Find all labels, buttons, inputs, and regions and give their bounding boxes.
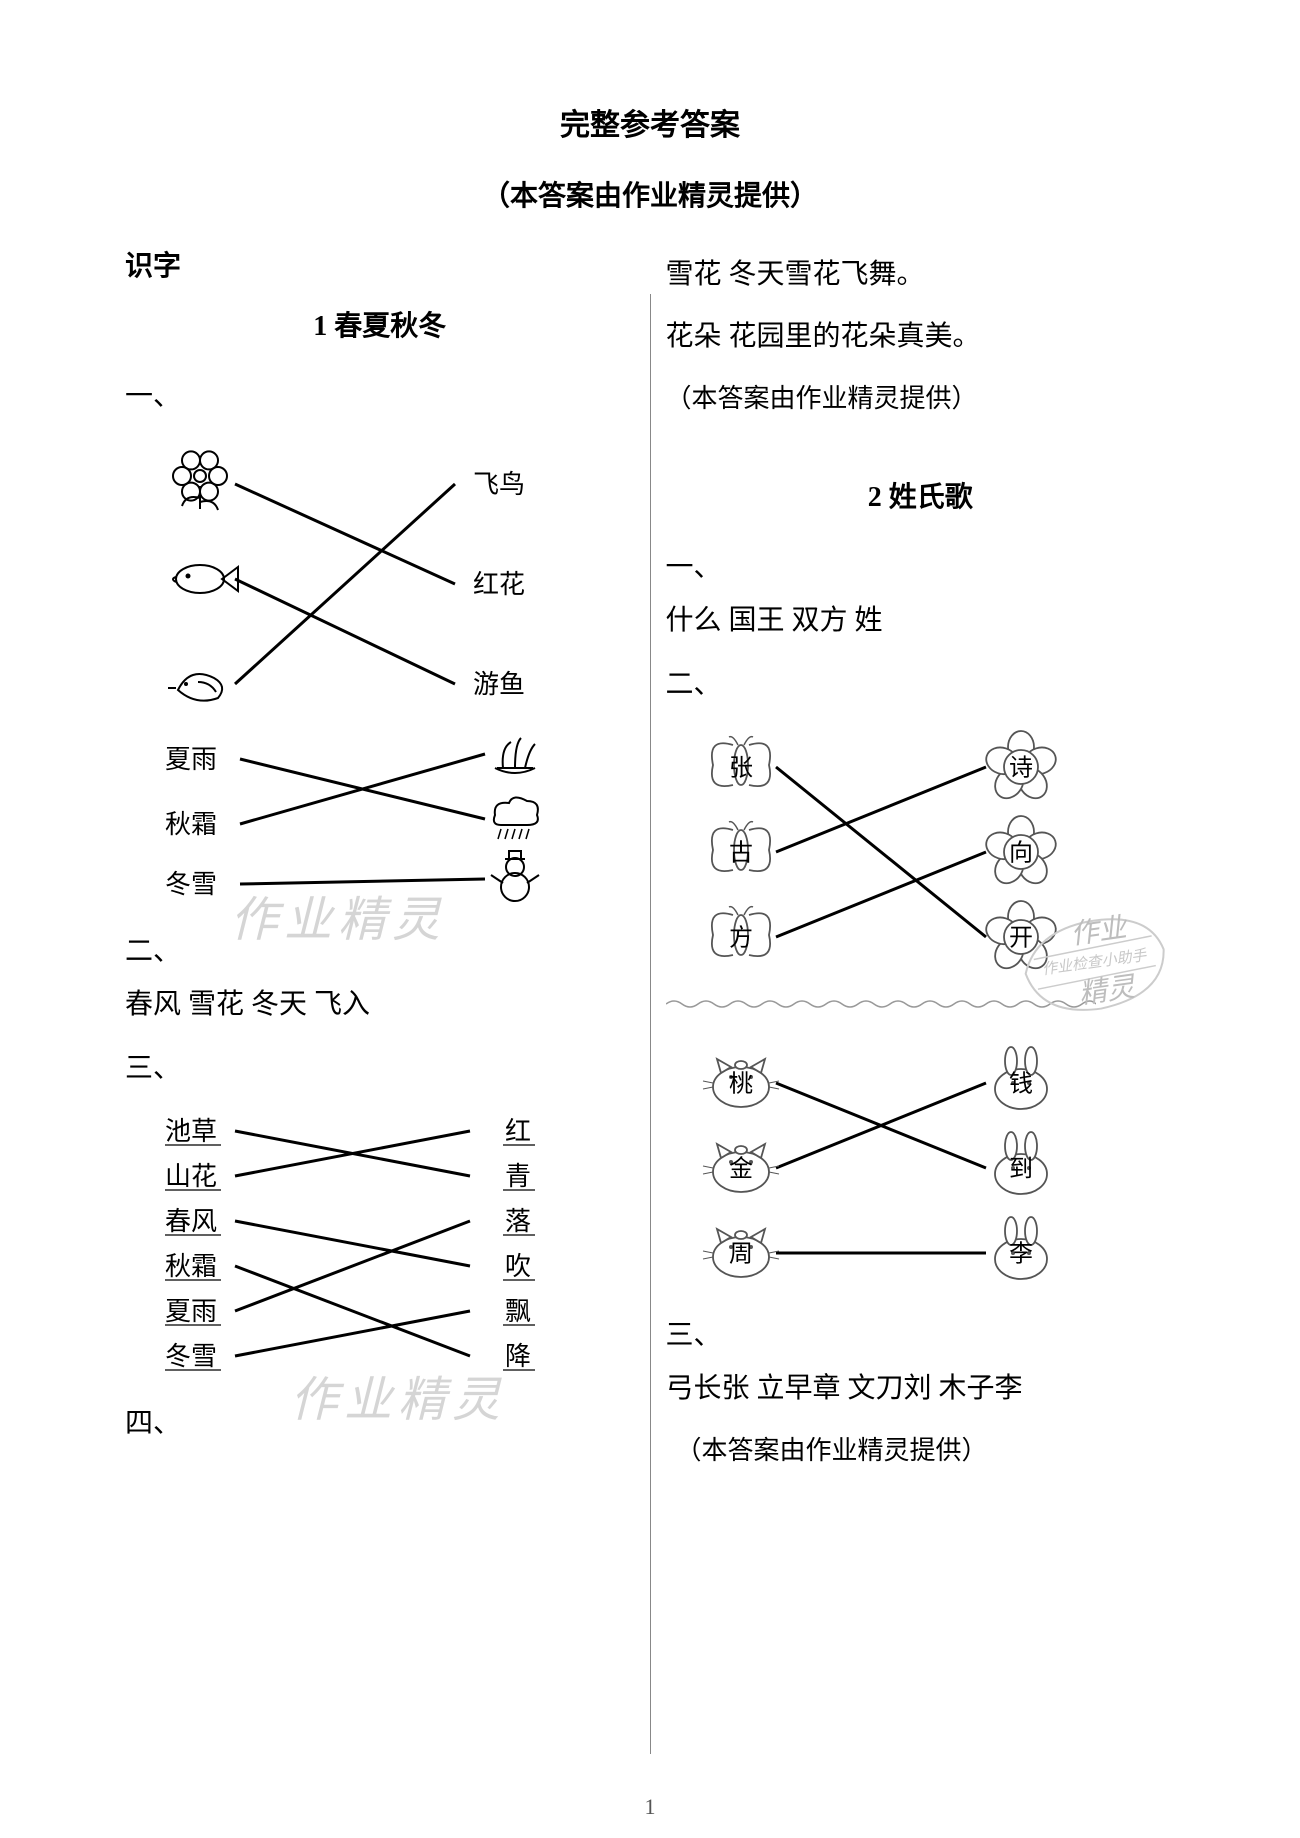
- svg-text:古: 古: [729, 839, 753, 866]
- subtitle: （本答案由作业精灵提供）: [110, 174, 1190, 214]
- svg-text:到: 到: [1009, 1156, 1033, 1182]
- svg-text:诗: 诗: [1009, 754, 1033, 781]
- r-question-3-answer: 弓长张 立早章 文刀刘 木子李: [666, 1368, 1176, 1410]
- left-column: 识字 1 春夏秋冬 一、 飞鸟红花游鱼夏雨秋霜冬雪 二、 春风 雪花 冬天 飞入…: [110, 244, 650, 1754]
- svg-text:李: 李: [1009, 1240, 1033, 1267]
- r-question-1-answer: 什么 国王 双方 姓: [666, 600, 1176, 642]
- matching-diagram-2a: 张古方 诗向开: [666, 717, 1176, 977]
- svg-text:桃: 桃: [729, 1070, 753, 1097]
- main-title: 完整参考答案: [110, 100, 1190, 144]
- answer-line-2: 花朵 花园里的花朵真美。: [666, 316, 1176, 358]
- r-question-3-label: 三、: [666, 1313, 1176, 1353]
- wavy-separator-icon: [666, 998, 1096, 1010]
- svg-text:向: 向: [1009, 839, 1033, 866]
- page-header: 完整参考答案 （本答案由作业精灵提供）: [110, 100, 1190, 214]
- svg-text:飘: 飘: [505, 1297, 531, 1326]
- right-column: 雪花 冬天雪花飞舞。 花朵 花园里的花朵真美。 （本答案由作业精灵提供） 2 姓…: [651, 244, 1191, 1754]
- svg-text:青: 青: [505, 1162, 531, 1191]
- svg-text:秋霜: 秋霜: [165, 810, 217, 839]
- svg-text:金: 金: [729, 1155, 753, 1182]
- two-column-layout: 识字 1 春夏秋冬 一、 飞鸟红花游鱼夏雨秋霜冬雪 二、 春风 雪花 冬天 飞入…: [110, 244, 1190, 1754]
- credit-note-1: （本答案由作业精灵提供）: [666, 378, 1176, 415]
- matching-diagram-1: 飞鸟红花游鱼夏雨秋霜冬雪: [125, 429, 635, 909]
- section-label: 识字: [125, 244, 635, 284]
- svg-text:飞鸟: 飞鸟: [473, 470, 525, 499]
- svg-text:夏雨: 夏雨: [165, 1297, 217, 1326]
- svg-text:山花: 山花: [165, 1162, 217, 1191]
- svg-text:开: 开: [1009, 925, 1033, 951]
- lesson-2-title: 2 姓氏歌: [666, 475, 1176, 515]
- svg-text:池草: 池草: [165, 1117, 217, 1146]
- matching-diagram-2b: 桃金周 钱到李: [666, 1033, 1176, 1293]
- matching-diagram-3: 池草山花春风秋霜夏雨冬雪 红青落吹飘降: [125, 1101, 635, 1381]
- question-3-label: 三、: [125, 1046, 635, 1086]
- question-2-answer: 春风 雪花 冬天 飞入: [125, 984, 635, 1026]
- r-question-1-label: 一、: [666, 545, 1176, 585]
- svg-text:落: 落: [505, 1207, 531, 1236]
- svg-text:周: 周: [729, 1241, 753, 1267]
- question-4-label: 四、: [125, 1401, 635, 1441]
- svg-text:吹: 吹: [505, 1252, 531, 1281]
- svg-text:冬雪: 冬雪: [165, 870, 217, 899]
- question-2-label: 二、: [125, 929, 635, 969]
- svg-text:冬雪: 冬雪: [165, 1342, 217, 1371]
- answer-line-1: 雪花 冬天雪花飞舞。: [666, 254, 1176, 296]
- svg-text:夏雨: 夏雨: [165, 745, 217, 774]
- svg-text:张: 张: [729, 754, 753, 781]
- svg-text:红: 红: [505, 1117, 531, 1146]
- svg-text:降: 降: [505, 1342, 531, 1371]
- credit-note-2: （本答案由作业精灵提供）: [676, 1430, 1176, 1467]
- svg-text:红花: 红花: [473, 570, 525, 599]
- svg-text:春风: 春风: [165, 1207, 217, 1236]
- svg-text:方: 方: [729, 924, 753, 951]
- lesson-1-title: 1 春夏秋冬: [125, 304, 635, 344]
- svg-text:秋霜: 秋霜: [165, 1252, 217, 1281]
- r-question-2-label: 二、: [666, 662, 1176, 702]
- question-1-label: 一、: [125, 374, 635, 414]
- svg-text:游鱼: 游鱼: [473, 670, 525, 699]
- svg-text:钱: 钱: [1009, 1070, 1033, 1097]
- page-number: 1: [645, 1794, 656, 1820]
